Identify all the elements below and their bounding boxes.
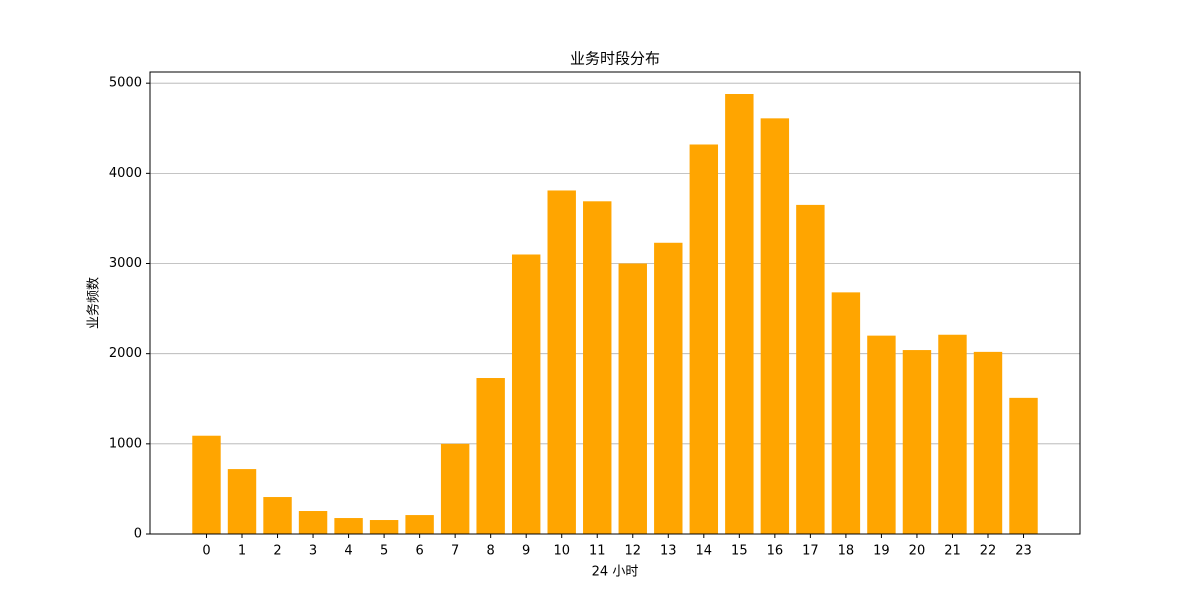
bar — [725, 94, 754, 534]
bar — [334, 518, 363, 534]
x-tick-label: 0 — [202, 544, 210, 559]
x-tick-label: 15 — [731, 544, 748, 559]
bar — [227, 469, 257, 534]
bar — [405, 515, 434, 534]
x-tick-label: 1 — [238, 544, 246, 559]
bar — [511, 254, 541, 534]
x-tick-label: 6 — [415, 544, 423, 559]
bar — [867, 335, 896, 534]
bar — [760, 118, 790, 534]
bar — [973, 351, 1003, 534]
bar — [192, 435, 221, 534]
x-tick-label: 7 — [451, 544, 459, 559]
bar — [476, 378, 505, 534]
bar — [618, 263, 647, 534]
x-tick-label: 3 — [309, 544, 317, 559]
y-tick-label: 1000 — [109, 436, 142, 451]
y-tick-label: 0 — [134, 527, 142, 542]
x-tick-label: 8 — [487, 544, 495, 559]
bar — [547, 190, 576, 534]
x-tick-label: 16 — [767, 544, 784, 559]
x-tick-label: 17 — [802, 544, 819, 559]
x-tick-label: 10 — [553, 544, 570, 559]
chart-title: 业务时段分布 — [570, 50, 660, 68]
x-tick-label: 9 — [522, 544, 530, 559]
x-tick-label: 22 — [980, 544, 997, 559]
bar — [831, 292, 861, 534]
y-tick-label: 2000 — [109, 346, 142, 361]
x-tick-label: 23 — [1015, 544, 1032, 559]
bar — [583, 201, 612, 534]
bar — [938, 334, 967, 534]
x-tick-label: 21 — [944, 544, 961, 559]
y-tick-label: 3000 — [109, 256, 142, 271]
plot-frame — [149, 71, 1081, 535]
y-tick-label: 5000 — [109, 76, 142, 91]
bar — [689, 144, 719, 534]
bar — [1009, 397, 1038, 534]
y-tick-label: 4000 — [109, 166, 142, 181]
x-tick-label: 4 — [344, 544, 352, 559]
bar — [654, 242, 683, 534]
bar — [263, 497, 292, 534]
x-tick-label: 18 — [838, 544, 855, 559]
bar — [902, 350, 932, 534]
y-axis-label: 业务频数 — [86, 277, 102, 329]
x-tick-label: 19 — [873, 544, 890, 559]
x-tick-label: 20 — [909, 544, 926, 559]
x-tick-label: 11 — [589, 544, 606, 559]
x-tick-label: 13 — [660, 544, 677, 559]
x-tick-label: 2 — [273, 544, 281, 559]
x-tick-label: 14 — [696, 544, 713, 559]
bar — [369, 520, 399, 534]
x-tick-label: 12 — [624, 544, 641, 559]
x-axis-label: 24 小时 — [592, 565, 639, 580]
bar — [298, 511, 328, 534]
bar — [796, 204, 825, 534]
x-tick-label: 5 — [380, 544, 388, 559]
bar — [440, 443, 470, 534]
